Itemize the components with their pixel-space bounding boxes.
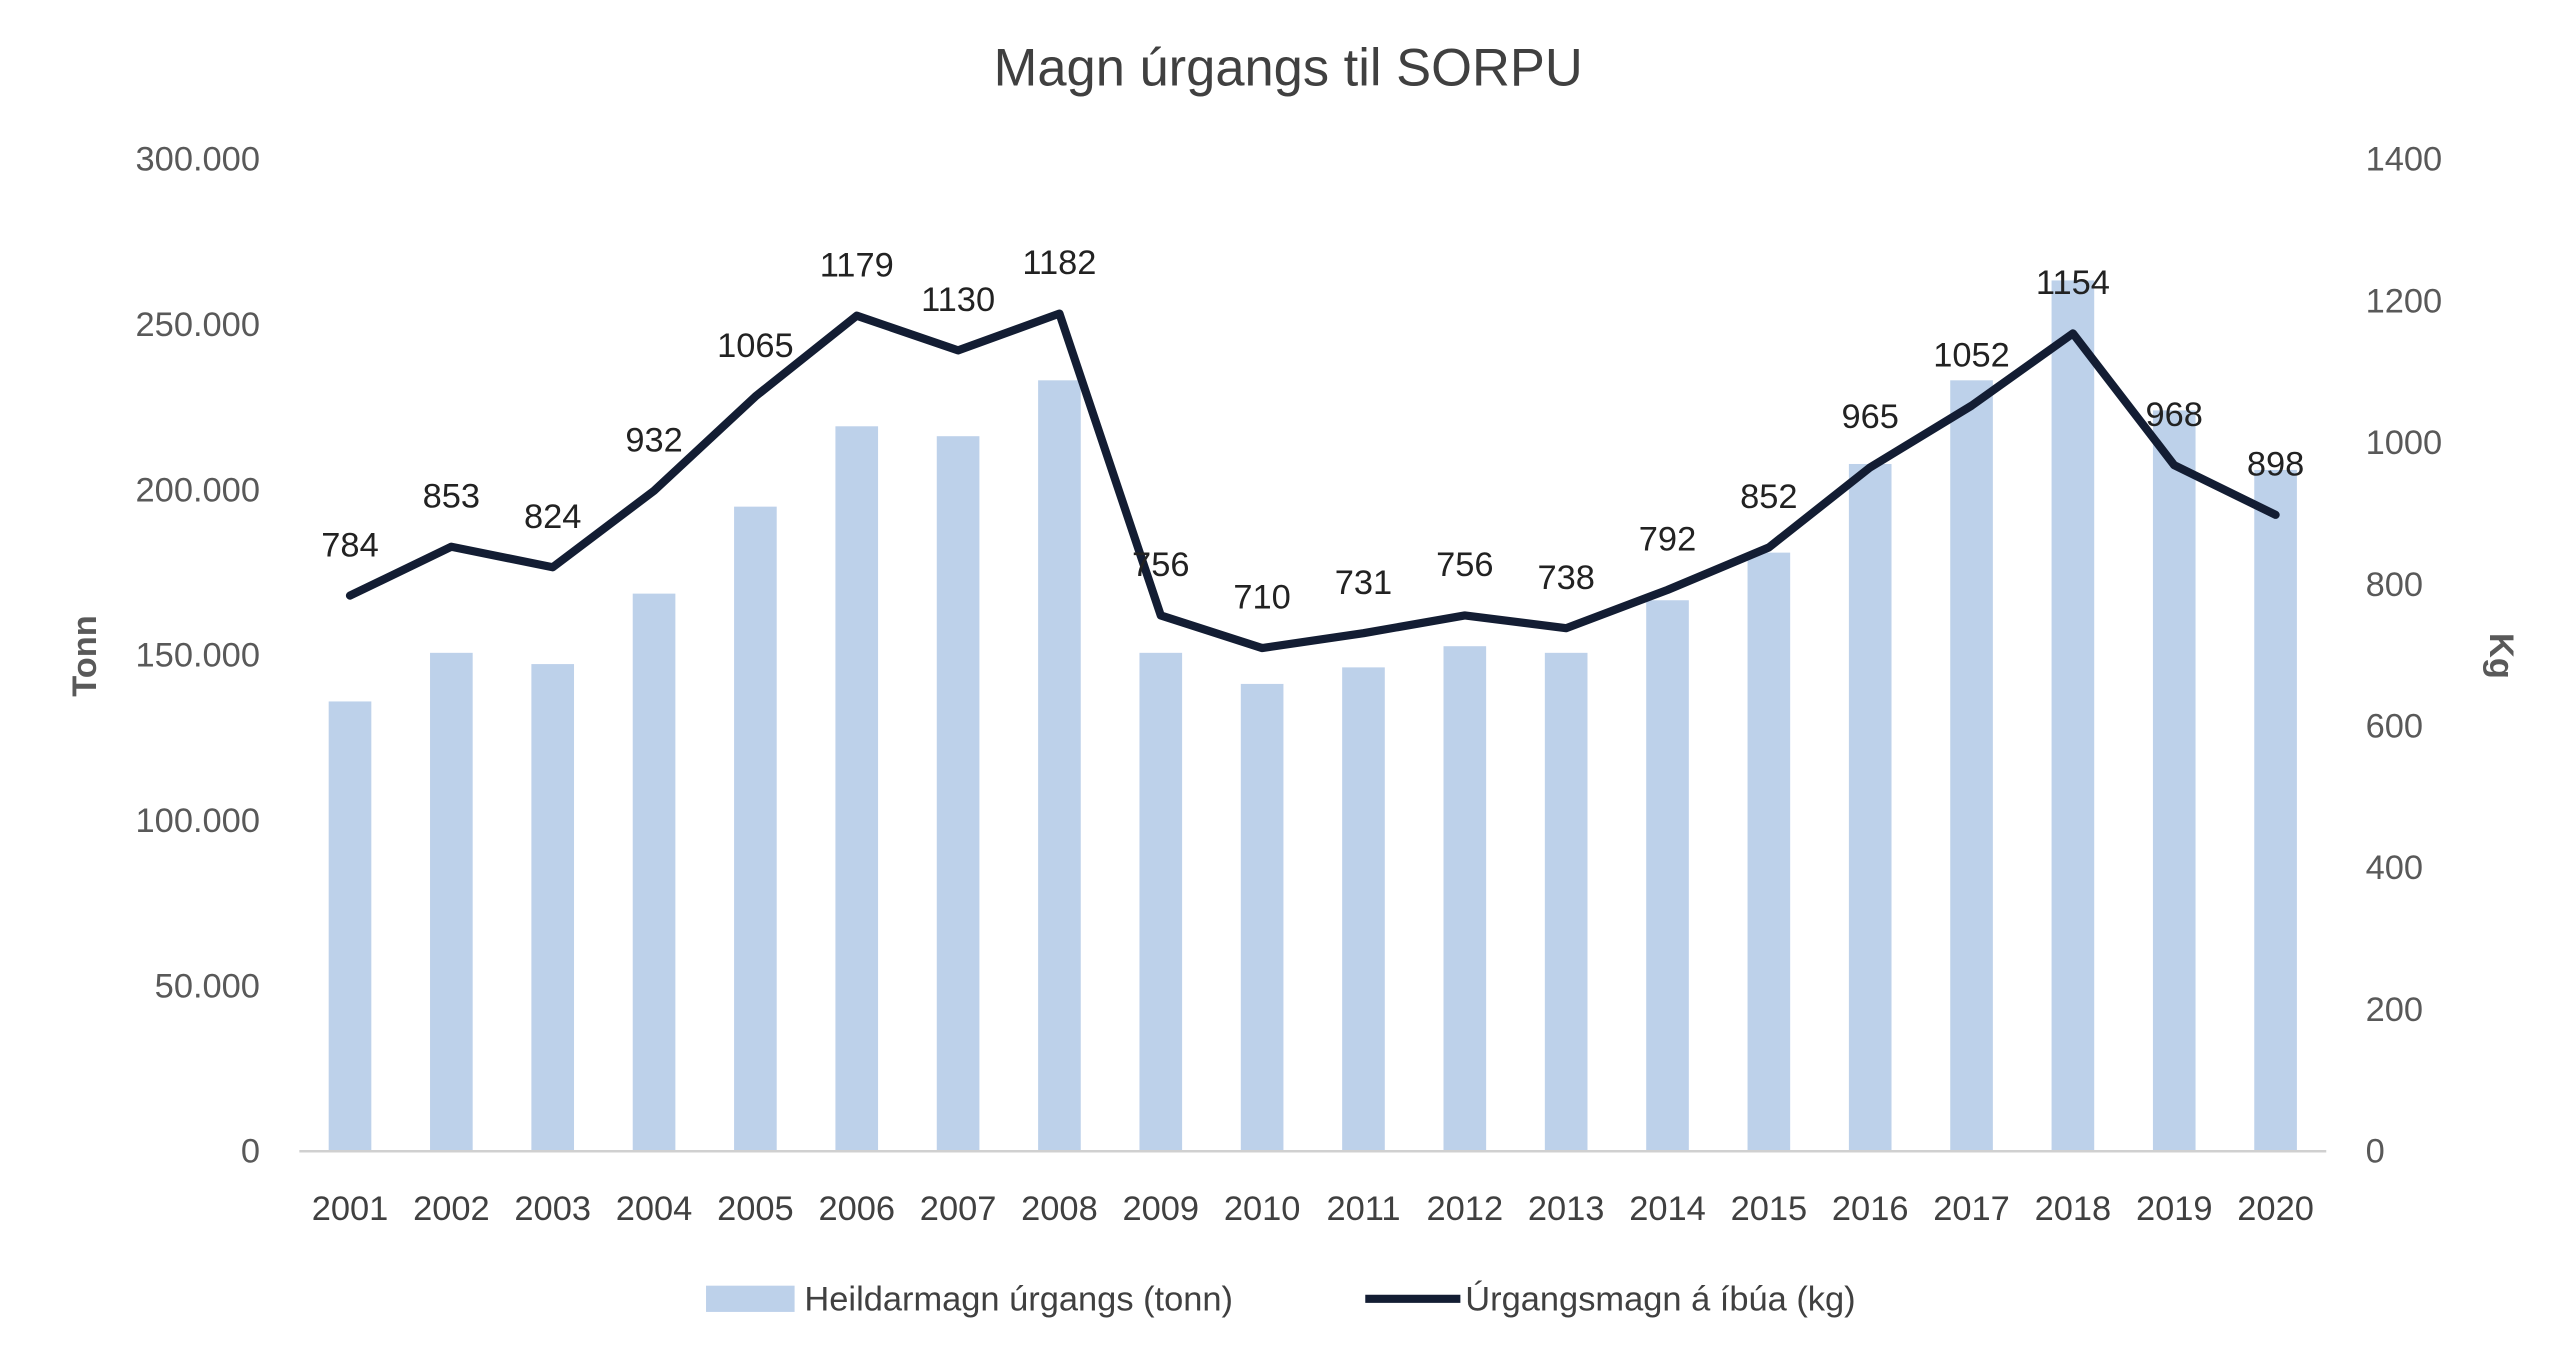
x-tick-label: 2020 (2237, 1190, 2314, 1228)
bar-2009 (1139, 652, 1183, 1152)
bar-2005 (734, 506, 777, 1152)
y-right-tick-label: 1200 (2366, 282, 2443, 320)
x-tick-label: 2017 (1933, 1190, 2010, 1228)
x-tick-label: 2018 (2035, 1190, 2112, 1228)
y-tick-label: 200.000 (136, 471, 260, 509)
data-label-2002: 853 (423, 477, 480, 515)
bar-2011 (1342, 667, 1385, 1152)
y-right-tick-label: 800 (2366, 566, 2423, 604)
line-series (345, 309, 2280, 653)
legend: Heildarmagn úrgangs (tonn) Úrgangsmagn á… (706, 1279, 1856, 1318)
data-label-2013: 738 (1537, 559, 1594, 597)
bar-2015 (1747, 552, 1791, 1152)
left-axis-ticks: 0 50.000 100.000 150.000 200.000 250.000 300.0… (136, 141, 260, 1171)
bar-2018 (2051, 280, 2095, 1152)
y-right-tick-label: 400 (2366, 849, 2423, 887)
bar-2020 (2254, 469, 2297, 1152)
data-label-2007: 1130 (921, 281, 995, 319)
data-label-2017: 1052 (1933, 336, 2010, 374)
y-tick-label: 150.000 (136, 637, 260, 675)
data-label-2001: 784 (321, 526, 378, 564)
legend-swatch-bars (706, 1285, 795, 1312)
right-axis-label: Kg (2482, 633, 2520, 679)
x-tick-label: 2014 (1629, 1190, 1706, 1228)
data-label-2005: 1065 (717, 327, 794, 365)
data-label-2012: 756 (1436, 546, 1493, 584)
bar-2014 (1646, 600, 1689, 1152)
x-tick-label: 2004 (616, 1190, 693, 1228)
x-tick-label: 2011 (1326, 1190, 1400, 1228)
data-label-2016: 965 (1841, 398, 1898, 436)
bar-2013 (1544, 652, 1588, 1152)
x-tick-label: 2005 (717, 1190, 794, 1228)
data-label-2003: 824 (524, 498, 581, 536)
x-tick-label: 2003 (514, 1190, 591, 1228)
x-tick-label: 2016 (1832, 1190, 1909, 1228)
y-tick-label: 100.000 (136, 802, 260, 840)
x-tick-label: 2019 (2136, 1190, 2213, 1228)
x-tick-label: 2007 (920, 1190, 997, 1228)
data-label-2015: 852 (1740, 478, 1797, 516)
chart-title: Magn úrgangs til SORPU (994, 39, 1583, 97)
data-label-2010: 710 (1233, 579, 1290, 617)
bar-2016 (1848, 463, 1892, 1152)
y-right-tick-label: 1400 (2366, 141, 2443, 179)
data-label-2008: 1182 (1022, 244, 1096, 282)
data-label-2020: 898 (2247, 445, 2304, 483)
bar-2008 (1038, 380, 1081, 1152)
bar-2003 (531, 664, 575, 1152)
x-tick-label: 2009 (1122, 1190, 1199, 1228)
y-right-tick-label: 0 (2366, 1133, 2385, 1171)
data-label-2011: 731 (1335, 564, 1392, 602)
bar-2017 (1950, 380, 1993, 1152)
data-label-2019: 968 (2146, 396, 2203, 434)
y-right-tick-label: 600 (2366, 707, 2423, 745)
bar-2007 (936, 436, 980, 1152)
legend-label-bars: Heildarmagn úrgangs (tonn) (804, 1280, 1233, 1318)
legend-label-line: Úrgangsmagn á íbúa (kg) (1465, 1279, 1855, 1318)
y-right-tick-label: 1000 (2366, 424, 2443, 462)
y-tick-label: 300.000 (136, 141, 260, 179)
data-label-2006: 1179 (820, 246, 894, 284)
x-axis-ticks: 2001 2002 2003 2004 2005 2006 2007 2008 2009 2010… (312, 1190, 2314, 1228)
x-tick-label: 2010 (1224, 1190, 1301, 1228)
bar-2019 (2152, 410, 2196, 1152)
x-tick-label: 2015 (1731, 1190, 1808, 1228)
x-tick-label: 2013 (1528, 1190, 1605, 1228)
x-tick-label: 2006 (818, 1190, 895, 1228)
data-label-2014: 792 (1639, 521, 1696, 559)
y-tick-label: 50.000 (155, 967, 260, 1005)
data-labels: 784 853 824 932 1065 1179 1130 1182 756 710 731 756… (321, 244, 2304, 616)
bar-series (328, 280, 2297, 1152)
bar-2010 (1240, 683, 1284, 1152)
y-right-tick-label: 200 (2366, 991, 2423, 1029)
bar-2001 (328, 701, 372, 1152)
bar-2012 (1443, 646, 1487, 1152)
x-tick-label: 2001 (312, 1190, 389, 1228)
x-tick-label: 2008 (1021, 1190, 1098, 1228)
x-tick-label: 2012 (1427, 1190, 1504, 1228)
bar-2006 (835, 426, 879, 1152)
right-axis-ticks: 0 200 400 600 800 1000 1200 1400 (2366, 141, 2443, 1171)
line-path (345, 309, 2280, 653)
data-label-2009: 756 (1132, 546, 1189, 584)
data-label-2018: 1154 (2036, 264, 2110, 302)
data-label-2004: 932 (625, 421, 682, 459)
bar-2002 (430, 652, 473, 1152)
y-tick-label: 0 (241, 1133, 260, 1171)
bar-2004 (632, 593, 676, 1152)
x-tick-label: 2002 (413, 1190, 490, 1228)
left-axis-label: Tonn (66, 615, 104, 697)
y-tick-label: 250.000 (136, 306, 260, 344)
